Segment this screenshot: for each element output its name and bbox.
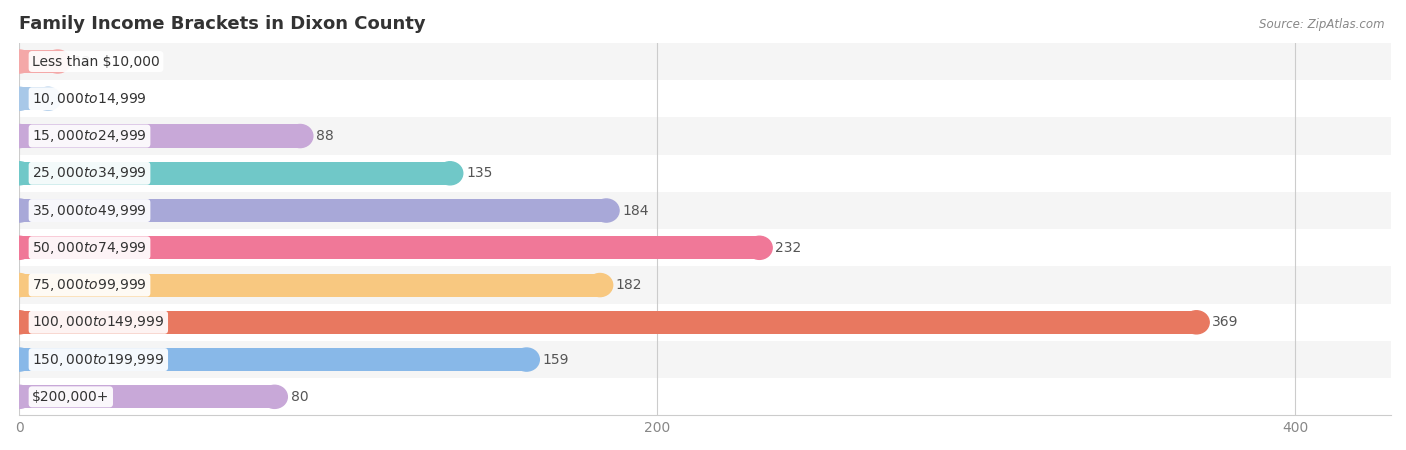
Bar: [20, 229, 1391, 266]
Ellipse shape: [7, 385, 32, 408]
Text: $10,000 to $14,999: $10,000 to $14,999: [32, 91, 146, 107]
Text: $75,000 to $99,999: $75,000 to $99,999: [32, 277, 146, 293]
Text: $50,000 to $74,999: $50,000 to $74,999: [32, 240, 146, 256]
Ellipse shape: [513, 348, 540, 371]
Text: Less than $10,000: Less than $10,000: [32, 54, 160, 68]
Text: $25,000 to $34,999: $25,000 to $34,999: [32, 165, 146, 181]
Text: 9: 9: [65, 92, 73, 106]
Bar: [20, 117, 1391, 155]
Bar: [20, 80, 1391, 117]
Bar: [20, 385, 274, 408]
Bar: [20, 236, 759, 259]
Ellipse shape: [7, 274, 32, 297]
Ellipse shape: [593, 199, 619, 222]
Bar: [20, 50, 58, 73]
Text: 12: 12: [73, 54, 91, 68]
Ellipse shape: [437, 162, 463, 185]
Bar: [20, 274, 600, 297]
Text: $200,000+: $200,000+: [32, 390, 110, 404]
Ellipse shape: [7, 162, 32, 185]
Bar: [20, 43, 1391, 80]
Text: $100,000 to $149,999: $100,000 to $149,999: [32, 314, 165, 330]
Bar: [20, 341, 1391, 378]
Bar: [20, 199, 606, 222]
Text: 135: 135: [465, 166, 492, 180]
Bar: [20, 304, 1391, 341]
Ellipse shape: [7, 50, 32, 73]
Text: 88: 88: [316, 129, 333, 143]
Bar: [20, 348, 527, 371]
Bar: [20, 311, 1197, 334]
Ellipse shape: [7, 236, 32, 259]
Ellipse shape: [588, 274, 613, 297]
Ellipse shape: [747, 236, 772, 259]
Bar: [20, 87, 48, 110]
Ellipse shape: [7, 87, 32, 110]
Ellipse shape: [35, 87, 60, 110]
Ellipse shape: [7, 348, 32, 371]
Text: Source: ZipAtlas.com: Source: ZipAtlas.com: [1260, 18, 1385, 31]
Bar: [20, 162, 450, 185]
Bar: [20, 266, 1391, 304]
Text: $35,000 to $49,999: $35,000 to $49,999: [32, 202, 146, 219]
Bar: [20, 155, 1391, 192]
Ellipse shape: [7, 199, 32, 222]
Text: 80: 80: [291, 390, 308, 404]
Ellipse shape: [1184, 311, 1209, 334]
Text: 182: 182: [616, 278, 643, 292]
Ellipse shape: [7, 125, 32, 148]
Text: Family Income Brackets in Dixon County: Family Income Brackets in Dixon County: [20, 15, 426, 33]
Ellipse shape: [7, 311, 32, 334]
Text: 184: 184: [623, 203, 648, 217]
Text: 159: 159: [543, 352, 569, 367]
Text: $15,000 to $24,999: $15,000 to $24,999: [32, 128, 146, 144]
Ellipse shape: [287, 125, 314, 148]
Bar: [20, 192, 1391, 229]
Ellipse shape: [45, 50, 70, 73]
Bar: [20, 125, 299, 148]
Bar: [20, 378, 1391, 415]
Text: 369: 369: [1212, 315, 1239, 329]
Text: $150,000 to $199,999: $150,000 to $199,999: [32, 351, 165, 368]
Ellipse shape: [262, 385, 287, 408]
Text: 232: 232: [775, 241, 801, 255]
